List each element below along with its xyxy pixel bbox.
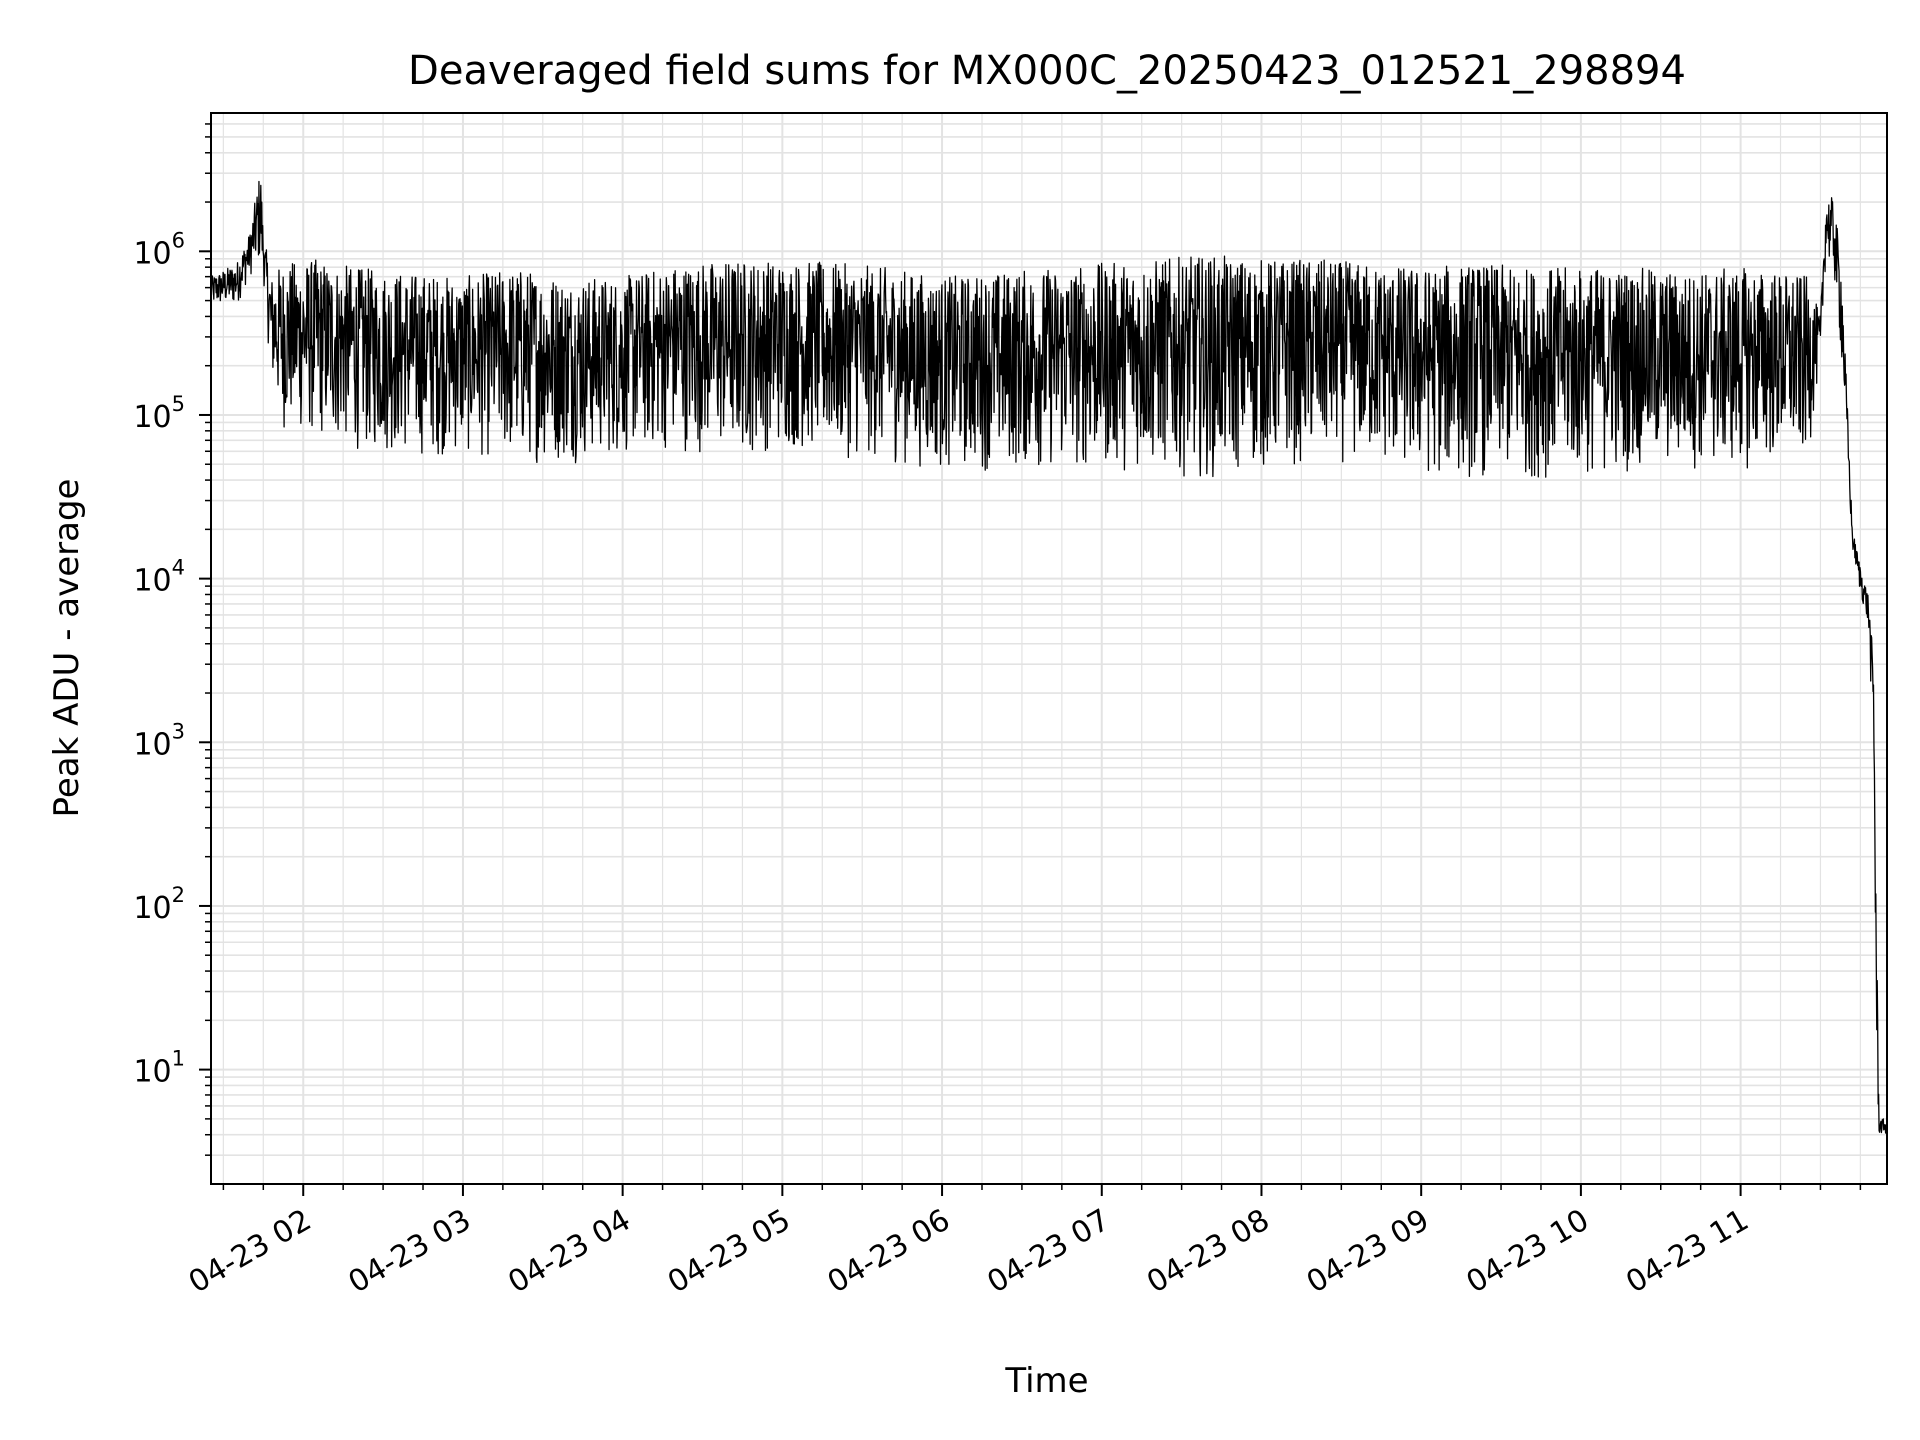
y-axis-label: Peak ADU - average — [47, 479, 87, 818]
x-axis: 04-23 02 04-23 03 04-23 04 04-23 05 04-23 06… — [183, 1184, 1862, 1301]
x-tick-label: 04-23 05 — [662, 1203, 796, 1301]
y-tick-label: 102 — [133, 883, 185, 926]
y-tick-label: 106 — [133, 228, 185, 271]
y-tick-label: 104 — [133, 556, 185, 599]
x-axis-label: Time — [1004, 1361, 1088, 1401]
x-tick-label: 04-23 02 — [183, 1203, 317, 1301]
x-tick-label: 04-23 11 — [1620, 1203, 1754, 1301]
plot-frame — [210, 112, 1888, 1185]
x-tick-label: 04-23 08 — [1141, 1203, 1275, 1301]
x-tick-label: 04-23 10 — [1461, 1203, 1595, 1301]
y-tick-label: 105 — [133, 392, 185, 435]
grid-layer — [211, 113, 1887, 1184]
series-layer — [210, 180, 1888, 1134]
x-tick-label: 04-23 03 — [343, 1203, 477, 1301]
chart-title: Deaveraged field sums for MX000C_2025042… — [408, 48, 1686, 94]
y-axis: 101 102 103 104 105 106 — [133, 123, 211, 1156]
series-line — [210, 180, 1888, 1134]
x-tick-label: 04-23 04 — [502, 1203, 636, 1301]
x-tick-label: 04-23 06 — [822, 1203, 956, 1301]
y-tick-label: 103 — [133, 719, 185, 762]
x-tick-label: 04-23 09 — [1301, 1203, 1435, 1301]
y-tick-label: 101 — [133, 1047, 185, 1090]
x-tick-label: 04-23 07 — [981, 1203, 1115, 1301]
